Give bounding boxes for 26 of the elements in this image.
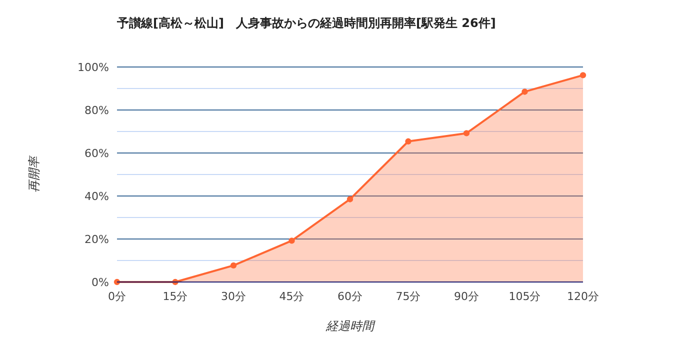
y-tick-label: 80% <box>84 104 109 117</box>
point <box>230 262 237 269</box>
point <box>580 72 586 78</box>
y-tick-label: 100% <box>78 60 109 74</box>
x-tick-label: 45分 <box>279 290 304 303</box>
x-tick-label: 0分 <box>108 290 126 303</box>
y-tick-label: 40% <box>84 190 109 203</box>
point <box>288 238 295 244</box>
point <box>463 130 470 136</box>
y-axis-title: 再開率 <box>27 154 41 192</box>
point <box>114 278 120 286</box>
y-tick-label: 60% <box>84 146 109 160</box>
point <box>346 196 354 202</box>
x-tick-label: 60分 <box>338 290 362 303</box>
x-tick-label: 75分 <box>396 290 421 303</box>
y-tick-label: 20% <box>84 232 109 246</box>
point <box>405 138 412 144</box>
chart-title: 予讃線[高松～松山] 人身事故からの経過時間別再開率[駅発生 26件] <box>116 16 496 30</box>
y-tick-label: 0% <box>92 276 109 289</box>
x-tick-label: 15分 <box>162 290 188 303</box>
x-tick-label: 30分 <box>221 290 246 303</box>
x-tick-label: 90分 <box>454 290 479 303</box>
x-tick-label: 105分 <box>508 290 541 303</box>
point <box>522 88 528 95</box>
x-axis-title: 経過時間 <box>325 319 376 333</box>
x-tick-label: 120分 <box>567 290 599 303</box>
